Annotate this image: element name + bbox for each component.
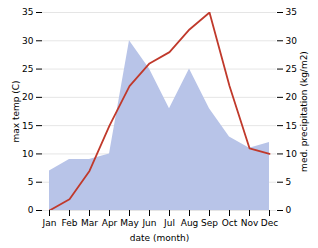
svg-text:10: 10 [286,149,298,159]
svg-text:5: 5 [28,177,34,187]
svg-text:Oct: Oct [222,218,238,228]
svg-text:0: 0 [28,205,34,215]
svg-text:Apr: Apr [102,218,118,228]
svg-text:15: 15 [22,121,33,131]
svg-text:med. precipitation (kg/m2): med. precipitation (kg/m2) [299,51,309,172]
svg-text:35: 35 [286,7,297,17]
svg-text:Nov: Nov [241,218,259,228]
svg-text:Jul: Jul [163,218,175,228]
svg-text:30: 30 [286,36,298,46]
svg-text:20: 20 [22,92,34,102]
svg-text:Aug: Aug [181,218,199,228]
svg-text:Dec: Dec [261,218,278,228]
svg-text:Mar: Mar [81,218,98,228]
svg-text:0: 0 [286,205,292,215]
svg-text:5: 5 [286,177,292,187]
svg-text:10: 10 [22,149,34,159]
svg-text:20: 20 [286,92,298,102]
svg-text:Jan: Jan [42,218,57,228]
svg-text:date (month): date (month) [130,233,189,243]
svg-text:May: May [120,218,139,228]
svg-text:15: 15 [286,121,297,131]
svg-text:35: 35 [22,7,33,17]
svg-text:30: 30 [22,36,34,46]
svg-text:Jun: Jun [141,218,156,228]
svg-text:Sep: Sep [201,218,218,228]
svg-text:Feb: Feb [62,218,78,228]
svg-text:max temp (C): max temp (C) [11,80,21,142]
svg-text:25: 25 [22,64,33,74]
svg-text:25: 25 [286,64,297,74]
